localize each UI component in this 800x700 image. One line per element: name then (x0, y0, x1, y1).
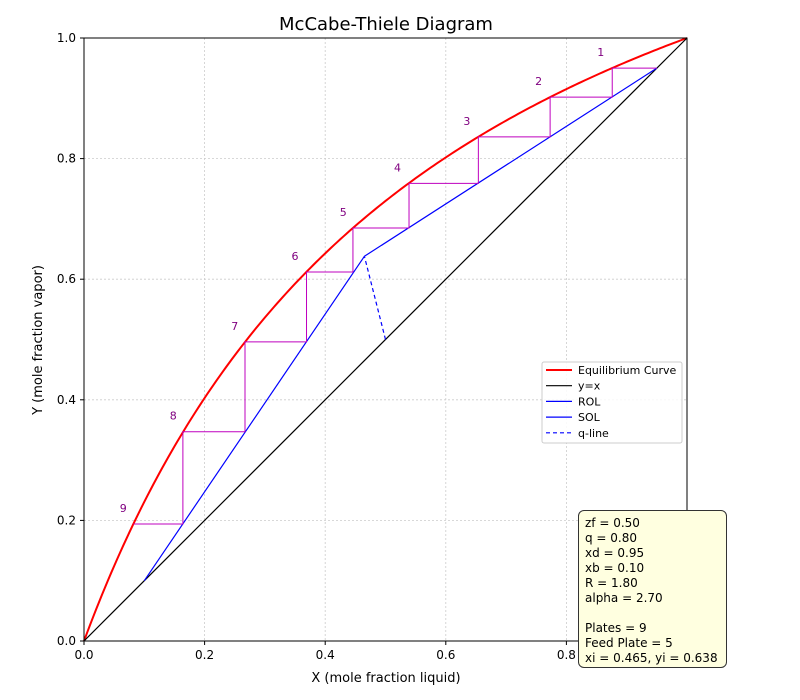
info-line-intersection: xi = 0.465, yi = 0.638 (585, 651, 718, 665)
legend: Equilibrium Curve y=x ROL SOL q-line (541, 361, 683, 444)
legend-label: Equilibrium Curve (578, 364, 677, 377)
plot-frame (83, 37, 688, 642)
series-line-q-line (363, 256, 387, 340)
info-line-plates: Plates = 9 (585, 621, 647, 635)
stage-label: 6 (292, 250, 299, 263)
info-line-q: q = 0.80 (585, 531, 638, 545)
y-tick-label: 0.0 (57, 634, 76, 648)
info-line-xb: xb = 0.10 (585, 561, 645, 575)
y-tick-label: 0.6 (57, 272, 76, 286)
stage-labels: 1 2 3 4 5 6 7 8 9 (120, 46, 605, 515)
info-line-xd: xd = 0.95 (585, 546, 645, 560)
legend-frame (541, 361, 683, 444)
series-line-equilibrium-curve (83, 37, 688, 642)
stage-label: 9 (120, 502, 127, 515)
stage-label: 7 (231, 320, 238, 333)
info-line-r: R = 1.80 (585, 576, 638, 590)
series-line-sol (143, 255, 365, 582)
info-line-feed-plate: Feed Plate = 5 (585, 636, 673, 650)
x-axis-label: X (mole fraction liquid) (311, 671, 460, 686)
legend-label: q-line (578, 427, 609, 440)
plot-series (83, 37, 688, 642)
legend-label: ROL (578, 395, 601, 408)
stage-steps (133, 67, 657, 525)
x-tick-label: 0.2 (195, 648, 214, 662)
y-tick-label: 0.4 (57, 393, 76, 407)
axis-ticks: 0.0 0.2 0.4 0.6 0.8 0.0 0.2 0.4 0.6 0.8 1.0 (57, 31, 576, 662)
series-line-rol (364, 67, 658, 257)
info-line-alpha: alpha = 2.70 (585, 591, 663, 605)
stage-label: 2 (535, 75, 542, 88)
stage-label: 5 (340, 206, 347, 219)
x-tick-label: 0.6 (436, 648, 455, 662)
stage-label: 4 (394, 161, 401, 174)
info-line-zf: zf = 0.50 (585, 516, 640, 530)
stage-label: 1 (597, 46, 604, 59)
y-tick-label: 0.2 (57, 513, 76, 527)
y-tick-label: 0.8 (57, 152, 76, 166)
legend-label: SOL (578, 411, 601, 424)
x-tick-label: 0.8 (557, 648, 576, 662)
x-tick-label: 0.4 (316, 648, 335, 662)
stage-step-path (133, 67, 657, 525)
y-tick-label: 1.0 (57, 31, 76, 45)
legend-label: y=x (578, 380, 601, 393)
stage-label: 3 (463, 115, 470, 128)
chart-title: McCabe-Thiele Diagram (279, 14, 493, 35)
x-tick-label: 0.0 (74, 648, 93, 662)
parameters-box: zf = 0.50 q = 0.80 xd = 0.95 xb = 0.10 R… (578, 510, 727, 668)
stage-label: 8 (170, 410, 177, 423)
y-axis-label: Y (mole fraction vapor) (31, 265, 46, 416)
info-spacer (585, 606, 726, 621)
